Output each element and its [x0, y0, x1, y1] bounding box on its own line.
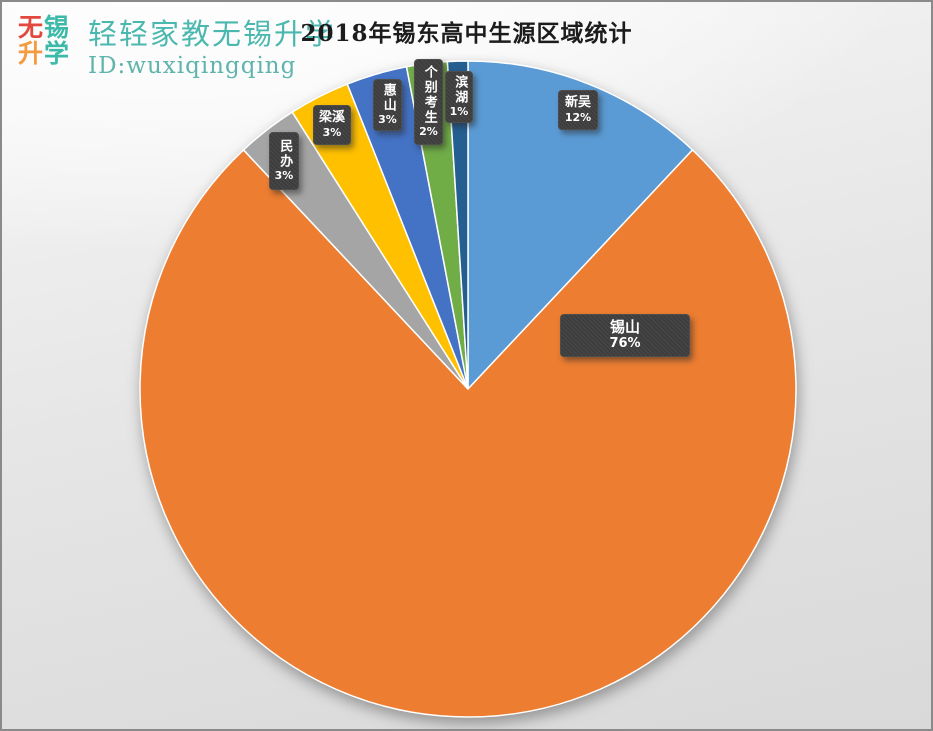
data-label-binhu: 滨湖 1% — [445, 71, 473, 123]
brand-logo-line2: 升学 — [18, 38, 71, 68]
data-label-minban: 民办 3% — [269, 132, 299, 190]
data-label-liangxi: 梁溪 3% — [313, 105, 351, 145]
slice-pct-liangxi: 3% — [322, 125, 342, 139]
slice-name-liangxi: 梁溪 — [318, 110, 345, 126]
logo-char-xi: 锡 — [44, 13, 71, 42]
data-label-xinwu: 新吴 12% — [558, 90, 598, 130]
data-label-gebiekaosheng: 个别考生 2% — [414, 59, 443, 145]
slice-pct-gebiekaosheng: 2% — [419, 125, 438, 139]
logo-char-xue: 学 — [44, 38, 71, 68]
slice-name-binhu: 滨湖 — [452, 75, 468, 106]
slice-name-huishan: 惠山 — [380, 83, 396, 114]
slice-pct-huishan: 3% — [378, 113, 397, 127]
pie-slice-新吴[interactable] — [467, 60, 694, 391]
slice-pct-binhu: 1% — [449, 105, 469, 119]
chart-title: 2018年锡东高中生源区域统计 — [300, 20, 633, 47]
slice-name-gebiekaosheng: 个别考生 — [421, 65, 437, 126]
brand-id: ID:wuxiqingqing — [88, 52, 297, 79]
slice-pct-xinwu: 12% — [564, 110, 592, 124]
brand-logo-line1: 无锡 — [18, 15, 70, 41]
slice-name-minban: 民办 — [277, 139, 293, 170]
pie-slice-滨湖[interactable] — [446, 60, 469, 390]
slice-name-xinwu: 新吴 — [564, 95, 591, 111]
brand-block: 轻轻家教无锡升学 ID:wuxiqingqing — [88, 17, 337, 79]
brand-name: 轻轻家教无锡升学 — [88, 17, 337, 51]
slice-pct-xishan: 76% — [609, 336, 641, 352]
logo-char-sheng: 升 — [18, 38, 45, 68]
slice-name-xishan: 锡山 — [609, 318, 640, 337]
brand-logo: 无锡 升学 — [18, 15, 70, 66]
logo-char-wu: 无 — [18, 13, 45, 42]
data-label-xishan: 锡山 76% — [560, 314, 690, 357]
slice-pct-minban: 3% — [274, 169, 294, 183]
pie-slice-锡山[interactable] — [139, 148, 797, 718]
data-label-huishan: 惠山 3% — [373, 79, 402, 131]
